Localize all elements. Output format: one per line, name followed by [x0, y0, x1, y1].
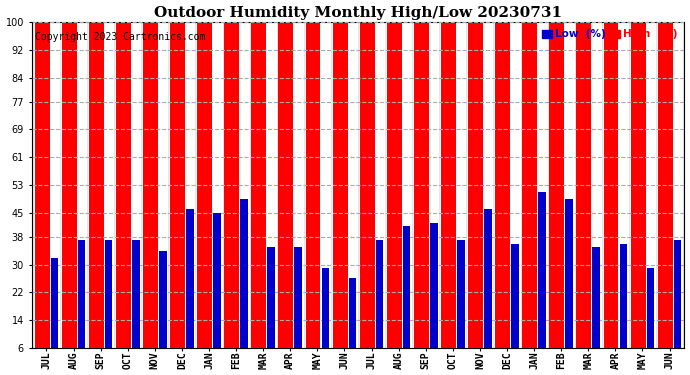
Bar: [511, 244, 519, 348]
Bar: [62, 2, 77, 348]
Bar: [538, 192, 546, 348]
Bar: [522, 2, 538, 348]
Bar: [658, 2, 673, 348]
Bar: [620, 244, 627, 348]
Bar: [159, 251, 166, 348]
Bar: [484, 209, 492, 348]
Bar: [631, 2, 646, 348]
Bar: [468, 2, 483, 348]
Bar: [279, 2, 293, 348]
Bar: [403, 226, 411, 348]
Bar: [116, 2, 131, 348]
Bar: [647, 268, 654, 348]
Bar: [457, 240, 464, 348]
Bar: [306, 2, 320, 348]
Bar: [549, 2, 564, 348]
Bar: [295, 247, 302, 348]
Text: Copyright 2023 Cartronics.com: Copyright 2023 Cartronics.com: [34, 32, 205, 42]
Bar: [224, 2, 239, 348]
Bar: [430, 223, 437, 348]
Bar: [213, 213, 221, 348]
Bar: [105, 240, 112, 348]
Bar: [387, 2, 402, 348]
Bar: [359, 2, 375, 348]
Bar: [322, 268, 329, 348]
Legend: Low  (%), High  (%): Low (%), High (%): [540, 27, 679, 42]
Bar: [50, 258, 58, 348]
Bar: [565, 199, 573, 348]
Bar: [441, 2, 456, 348]
Bar: [495, 2, 510, 348]
Bar: [414, 2, 429, 348]
Bar: [576, 2, 591, 348]
Bar: [89, 2, 104, 348]
Bar: [132, 240, 139, 348]
Bar: [240, 199, 248, 348]
Bar: [143, 2, 158, 348]
Bar: [593, 247, 600, 348]
Bar: [34, 2, 50, 348]
Bar: [348, 278, 356, 348]
Bar: [376, 240, 384, 348]
Bar: [170, 2, 185, 348]
Bar: [604, 2, 618, 348]
Bar: [78, 240, 86, 348]
Bar: [197, 2, 212, 348]
Bar: [251, 2, 266, 348]
Title: Outdoor Humidity Monthly High/Low 20230731: Outdoor Humidity Monthly High/Low 202307…: [154, 6, 562, 20]
Bar: [333, 2, 348, 348]
Bar: [186, 209, 194, 348]
Bar: [268, 247, 275, 348]
Bar: [673, 240, 681, 348]
